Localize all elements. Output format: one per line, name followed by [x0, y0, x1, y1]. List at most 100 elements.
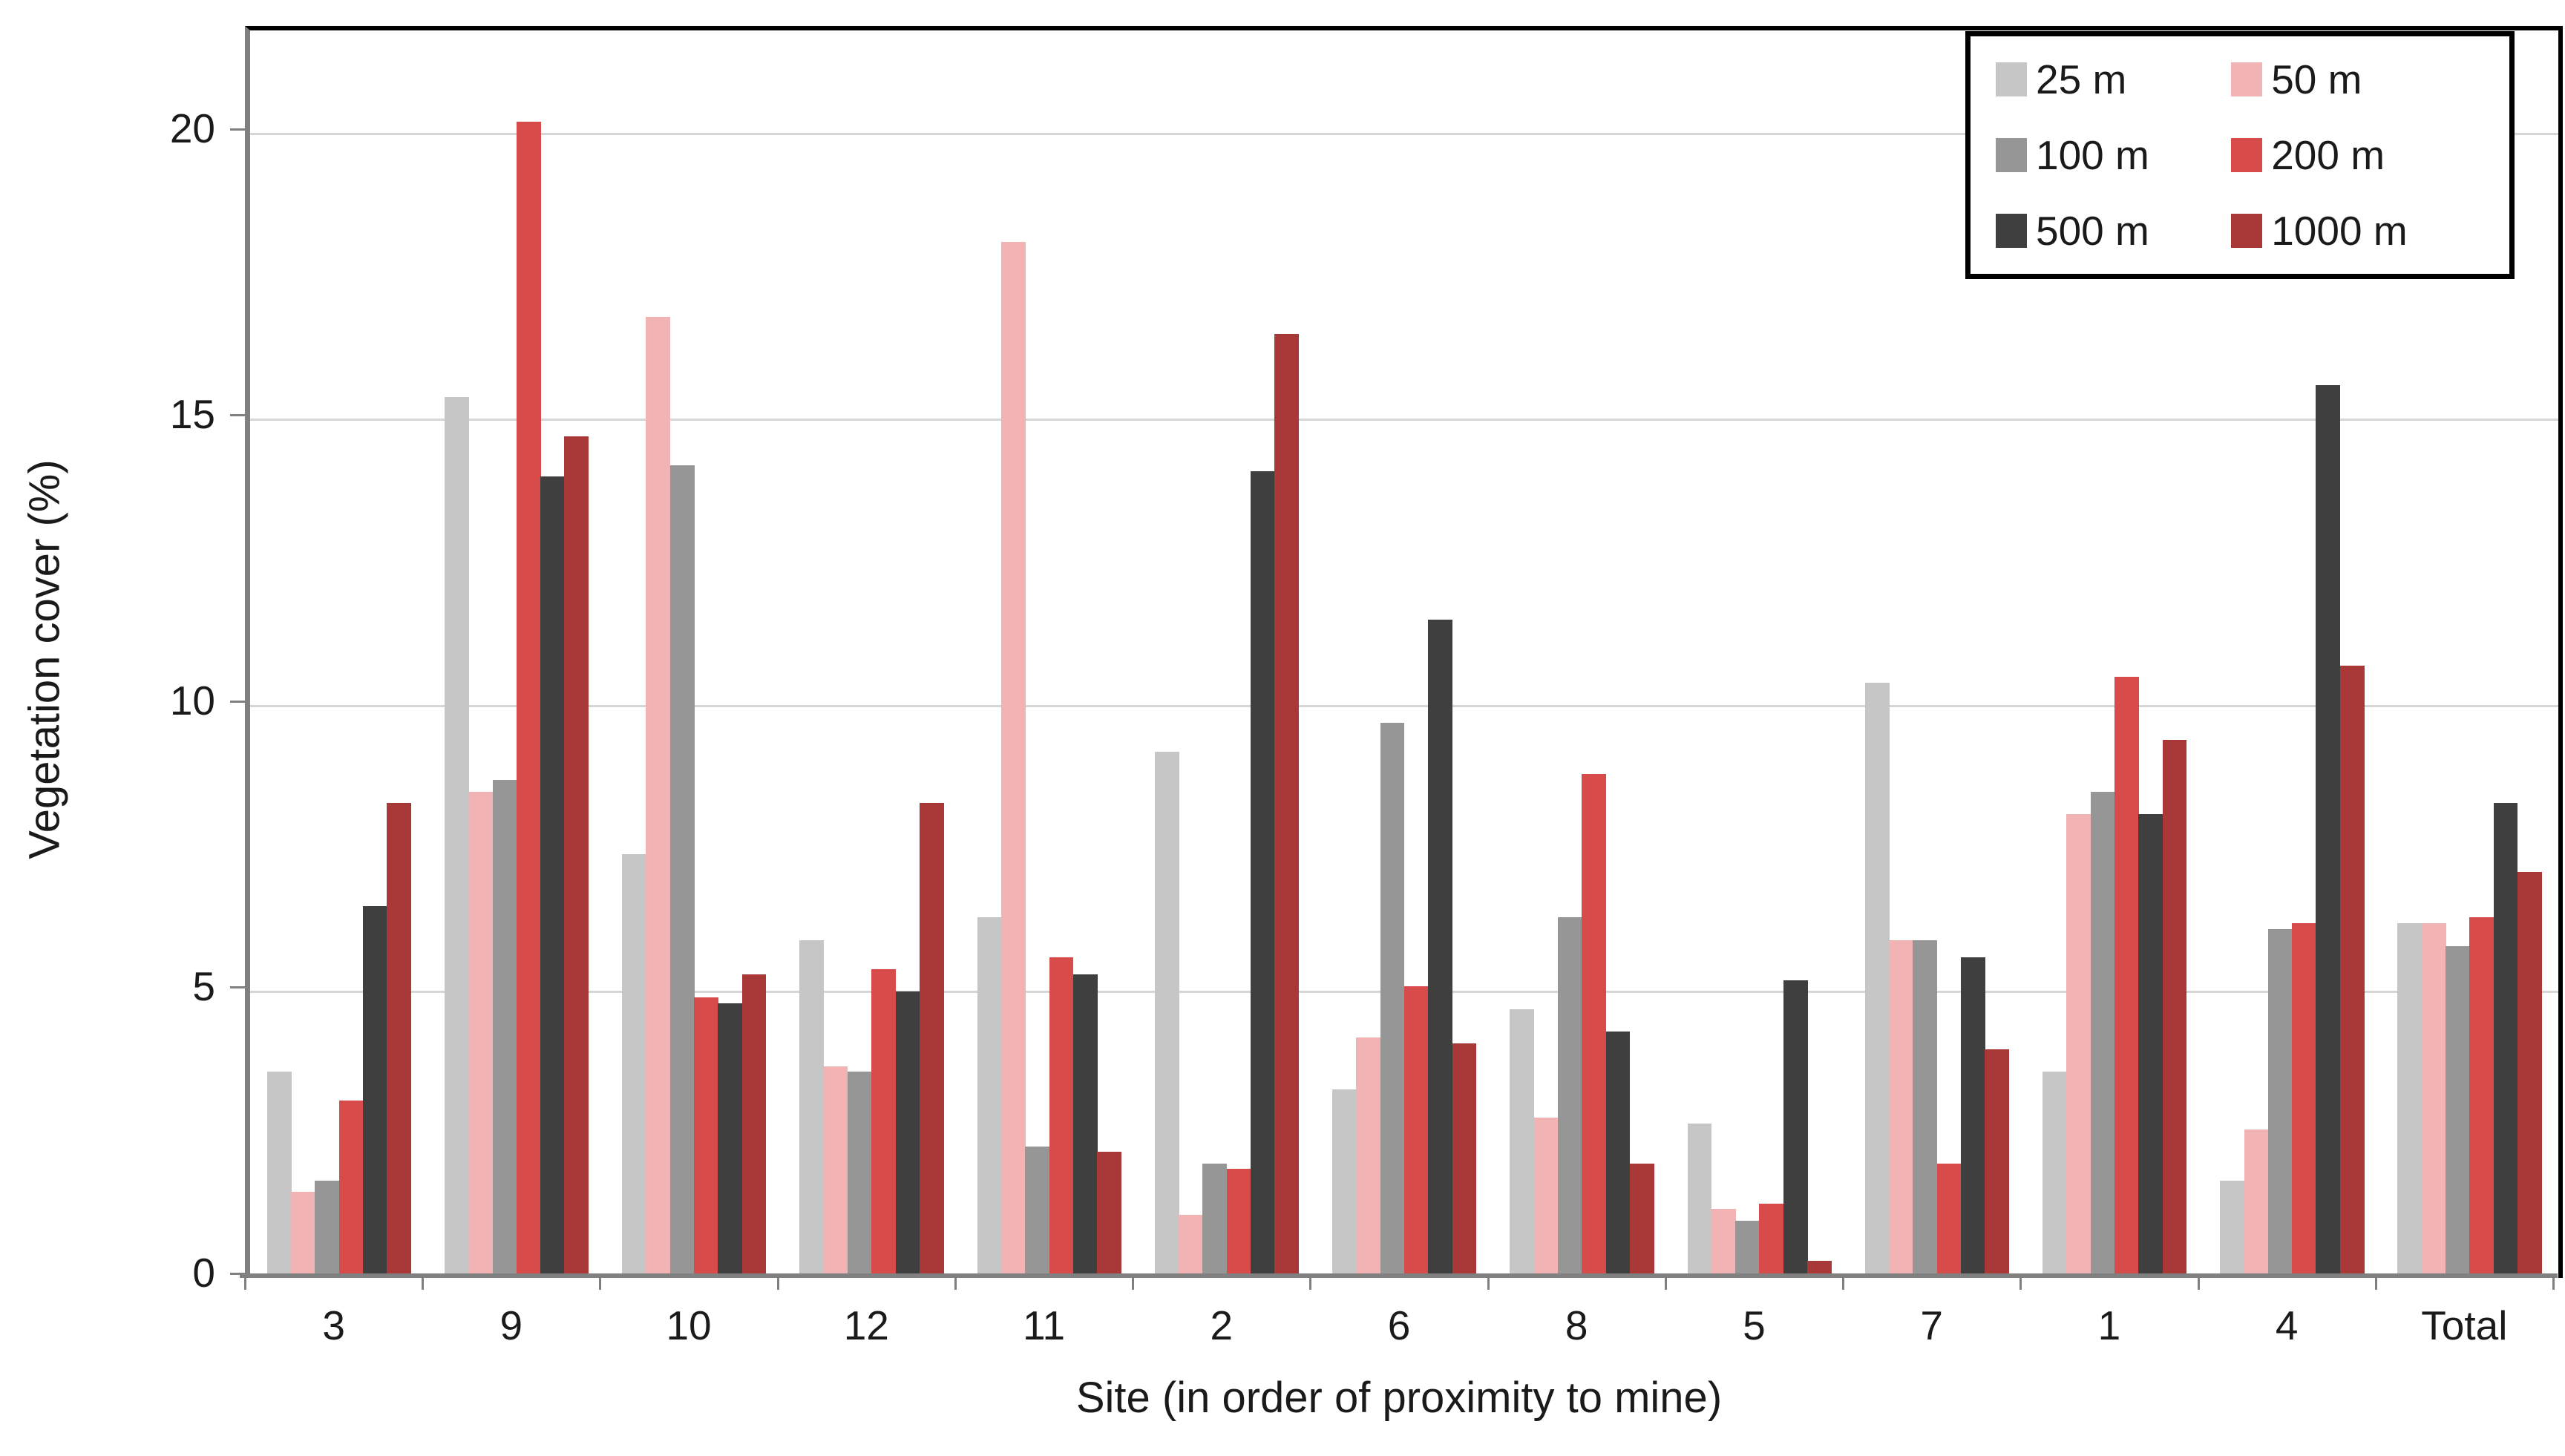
bar-site-1-50m [2066, 814, 2091, 1278]
legend-swatch-25m [1996, 62, 2027, 96]
bar-site-4-50m [2244, 1129, 2269, 1278]
bar-site-8-50m [1533, 1118, 1559, 1278]
bar-site-10-1000m [741, 974, 767, 1278]
bar-site-3-25m [266, 1072, 292, 1278]
bar-site-5-25m [1687, 1123, 1712, 1278]
x-axis-title: Site (in order of proximity to mine) [1075, 1374, 1723, 1422]
bar-site-Total-500m [2493, 802, 2518, 1278]
legend-swatch-100m [1996, 138, 2027, 172]
gridline-15 [250, 419, 2558, 422]
x-tick-0 [244, 1278, 246, 1290]
bar-site-2-50m [1179, 1215, 1203, 1278]
bar-site-4-100m [2267, 928, 2293, 1278]
x-category-label-4: 4 [2275, 1302, 2299, 1348]
bar-site-11-100m [1025, 1146, 1050, 1278]
legend-label-500m: 500 m [2036, 208, 2149, 254]
x-tick-7 [1487, 1278, 1490, 1290]
bar-site-4-500m [2316, 385, 2341, 1278]
y-tick-label-10: 10 [169, 677, 215, 724]
bar-site-3-100m [315, 1180, 340, 1278]
bar-site-9-1000m [564, 436, 589, 1278]
bar-site-10-50m [646, 316, 671, 1278]
x-category-label-2: 2 [1210, 1302, 1234, 1348]
bar-site-12-100m [848, 1072, 872, 1278]
x-category-label-10: 10 [666, 1302, 712, 1348]
bar-site-3-1000m [387, 802, 411, 1278]
legend: 25 m 50 m 100 m 200 m 500 m 1000 m [1965, 31, 2515, 279]
bar-site-2-200m [1226, 1169, 1251, 1278]
bar-site-6-1000m [1452, 1043, 1477, 1278]
bar-site-11-1000m [1097, 1152, 1121, 1278]
bar-site-6-100m [1380, 723, 1405, 1278]
legend-item-1000m: 1000 m [2231, 207, 2502, 255]
y-tick-label-15: 15 [169, 391, 215, 438]
bar-site-12-1000m [919, 802, 944, 1278]
y-tick-0 [230, 1273, 245, 1275]
x-tick-11 [2197, 1278, 2200, 1290]
bar-site-3-200m [338, 1100, 364, 1278]
bar-site-Total-200m [2469, 917, 2494, 1278]
x-tick-12 [2374, 1278, 2377, 1290]
bar-site-2-100m [1202, 1163, 1228, 1278]
y-tick-20 [230, 128, 245, 131]
bar-site-7-500m [1960, 957, 1985, 1278]
bar-site-8-1000m [1629, 1163, 1654, 1278]
bar-site-7-200m [1936, 1163, 1962, 1278]
bar-site-3-50m [291, 1192, 315, 1278]
bar-site-11-50m [1000, 242, 1026, 1278]
bar-site-7-100m [1913, 940, 1938, 1278]
bar-site-10-100m [669, 465, 695, 1278]
bar-site-9-200m [516, 122, 541, 1278]
bar-site-1-1000m [2162, 740, 2187, 1278]
legend-item-25m: 25 m [1996, 56, 2231, 103]
legend-swatch-200m [2231, 138, 2263, 172]
x-tick-4 [954, 1278, 957, 1290]
bar-site-8-200m [1582, 774, 1606, 1278]
bar-site-5-50m [1711, 1209, 1736, 1278]
x-category-label-Total: Total [2421, 1302, 2508, 1348]
x-tick-8 [1664, 1278, 1667, 1290]
bar-site-Total-25m [2397, 922, 2422, 1278]
x-tick-5 [1132, 1278, 1135, 1290]
bar-site-9-25m [444, 396, 469, 1278]
x-category-label-1: 1 [2097, 1302, 2121, 1348]
bar-site-12-25m [799, 940, 825, 1278]
bar-site-Total-100m [2446, 945, 2470, 1278]
bar-site-4-200m [2292, 922, 2316, 1278]
x-category-label-7: 7 [1920, 1302, 1943, 1348]
legend-swatch-500m [1996, 214, 2027, 248]
y-tick-15 [230, 414, 245, 417]
bar-site-3-500m [362, 905, 387, 1278]
bar-site-12-200m [871, 968, 897, 1278]
legend-item-500m: 500 m [1996, 207, 2231, 255]
x-category-label-3: 3 [322, 1302, 345, 1348]
x-tick-2 [599, 1278, 602, 1290]
bar-site-10-25m [622, 854, 646, 1278]
bar-site-5-200m [1759, 1203, 1784, 1278]
bar-site-9-100m [492, 780, 517, 1278]
x-category-label-12: 12 [843, 1302, 889, 1348]
legend-swatch-50m [2231, 62, 2263, 96]
legend-label-200m: 200 m [2271, 132, 2385, 178]
bar-site-1-25m [2042, 1072, 2067, 1278]
bar-site-7-50m [1889, 940, 1913, 1278]
bar-site-12-500m [895, 991, 920, 1278]
bar-site-11-25m [977, 917, 1002, 1278]
bar-site-8-25m [1510, 1009, 1535, 1278]
bar-site-7-25m [1864, 683, 1890, 1278]
bar-site-6-500m [1428, 620, 1453, 1278]
x-tick-9 [1842, 1278, 1845, 1290]
legend-label-25m: 25 m [2036, 56, 2127, 102]
x-tick-10 [2019, 1278, 2022, 1290]
bar-site-4-25m [2220, 1180, 2245, 1278]
x-category-label-11: 11 [1022, 1302, 1066, 1348]
x-category-label-8: 8 [1565, 1302, 1588, 1348]
bar-site-2-500m [1251, 470, 1275, 1278]
bar-site-1-200m [2114, 677, 2139, 1278]
y-tick-label-5: 5 [192, 963, 215, 1010]
bar-site-1-500m [2138, 814, 2163, 1278]
y-tick-5 [230, 986, 245, 989]
legend-swatch-1000m [2231, 214, 2263, 248]
bar-site-8-100m [1557, 917, 1582, 1278]
